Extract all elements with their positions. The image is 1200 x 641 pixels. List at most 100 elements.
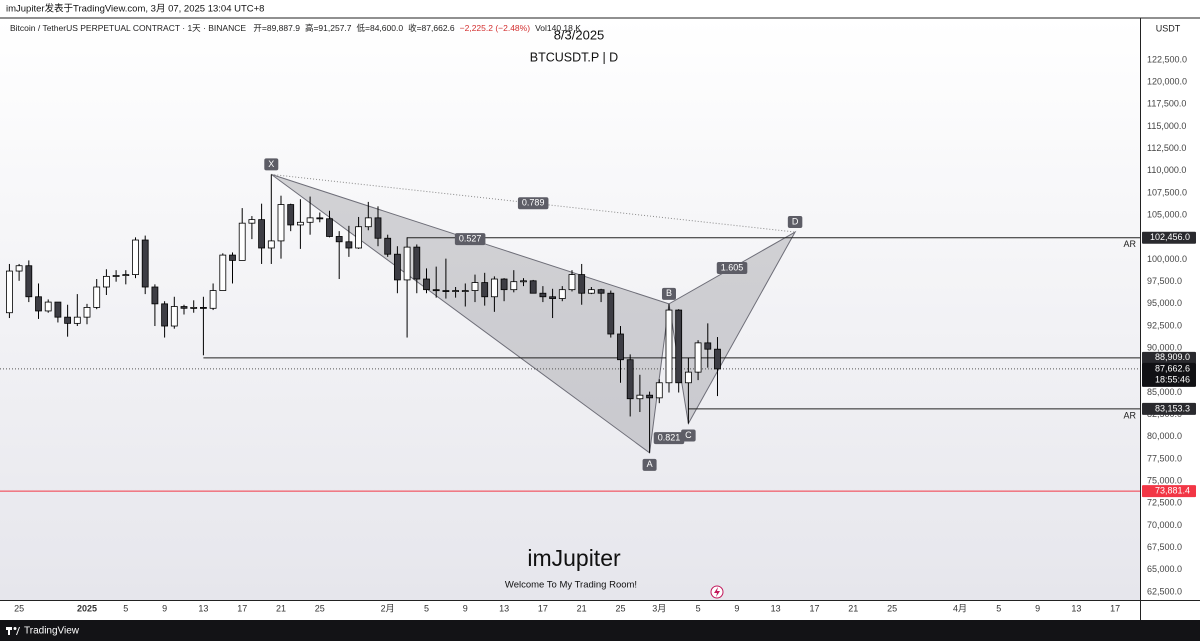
candle-body [646, 394, 653, 399]
candle-body [112, 275, 120, 277]
candle-body [704, 342, 712, 350]
pattern-point-label: A [647, 459, 653, 469]
header-bar [0, 0, 1200, 18]
pattern-point-label-box [642, 458, 657, 471]
candle-body [6, 270, 13, 314]
pattern-point-label: X [268, 159, 274, 169]
candle-body [141, 239, 149, 288]
y-tick-label: 95,000.0 [1147, 298, 1182, 308]
legend: Bitcoin / TetherUS PERPETUAL CONTRACT · … [10, 22, 586, 34]
candle-body [694, 342, 702, 373]
x-tick-label: 17 [1110, 603, 1120, 613]
price-label: 102,456.0 [1150, 232, 1190, 242]
candle-body [209, 290, 217, 309]
candle-body [151, 286, 159, 305]
ratio-label-box [653, 432, 685, 445]
chart-title: 8/3/2025 [554, 27, 605, 42]
price-label-box [1142, 231, 1196, 244]
candle-body [267, 240, 275, 249]
pattern-point-label-box [681, 429, 696, 442]
x-tick-label: 25 [14, 603, 24, 613]
price-label-box [1142, 402, 1196, 415]
x-tick-label: 9 [1035, 603, 1040, 613]
candle-body [374, 217, 382, 239]
pattern-point-label-box [661, 287, 676, 300]
candle-body [335, 236, 343, 243]
ratio-label: 0.821 [658, 433, 681, 443]
candle-body [684, 371, 692, 384]
candle-body [578, 274, 586, 294]
x-tick-label: 9 [734, 603, 739, 613]
y-tick-label: 72,500.0 [1147, 498, 1182, 508]
y-tick-label: 115,000.0 [1147, 121, 1186, 131]
x-tick-label: 5 [996, 603, 1001, 613]
y-tick-label: 67,500.0 [1147, 542, 1182, 552]
y-tick-label: 110,000.0 [1147, 165, 1186, 175]
candle-body [277, 204, 285, 242]
legend-value: 开=89,887.9 [253, 23, 300, 33]
candle-body [122, 274, 130, 276]
candle-body [539, 292, 547, 298]
price-label: 73,881.4 [1155, 485, 1190, 495]
legend-value: 低=84,600.0 [356, 23, 404, 33]
candle-body [190, 307, 198, 309]
price-label: 83,153.3 [1155, 403, 1190, 413]
y-tick-label: 65,000.0 [1147, 564, 1182, 574]
legend-value: Vol140.18 K [535, 23, 581, 33]
y-tick-label: 112,500.0 [1147, 143, 1186, 153]
candle-body [597, 289, 605, 294]
candle-body [258, 219, 265, 249]
x-tick-label: 5 [424, 603, 429, 613]
candle-body [452, 290, 459, 292]
candle-body [326, 218, 333, 237]
candle-body [200, 307, 207, 309]
y-tick-label: 80,000.0 [1147, 431, 1182, 441]
x-tick-label: 25 [887, 603, 897, 613]
candle-body [432, 289, 440, 292]
x-tick-label: 21 [848, 603, 858, 613]
y-tick-label: 97,500.0 [1147, 276, 1182, 286]
x-tick-label: 13 [198, 603, 208, 613]
candle-body [83, 307, 91, 318]
y-tick-label: 85,000.0 [1147, 387, 1182, 397]
candle-body [73, 316, 81, 324]
x-tick-label: 21 [276, 603, 286, 613]
candle-body [306, 217, 314, 223]
candle-body [296, 221, 304, 226]
x-tick-label: 17 [538, 603, 548, 613]
candle-body [25, 265, 33, 298]
price-label-box [1142, 351, 1196, 364]
y-axis-label: USDT [1156, 23, 1181, 33]
y-tick-label: 75,000.0 [1147, 476, 1182, 486]
candle-body [665, 309, 673, 384]
countdown-label: 18:55:46 [1155, 374, 1190, 384]
candle-body [229, 254, 236, 261]
candle-body [35, 296, 42, 312]
ratio-label-box [454, 233, 486, 246]
candle-body [54, 301, 62, 318]
candle-body [413, 246, 421, 280]
candle-body [655, 382, 663, 399]
candle-body [500, 278, 508, 291]
candle-body [161, 303, 169, 327]
price-axis [1140, 18, 1200, 600]
candle-body [364, 217, 372, 228]
x-tick-label: 9 [463, 603, 468, 613]
y-tick-label: 117,500.0 [1147, 99, 1186, 109]
candle-body [529, 280, 537, 294]
brand: TradingView [24, 626, 80, 637]
plot-area [0, 18, 1140, 600]
candle-body [287, 204, 295, 226]
pattern-line [271, 173, 796, 233]
price-label: 88,909.0 [1155, 352, 1190, 362]
candle-body [15, 265, 23, 272]
candle-body [219, 254, 227, 291]
candle-body [461, 290, 469, 292]
pattern-point-label: B [666, 288, 672, 298]
symbol: Bitcoin / TetherUS PERPETUAL CONTRACT · … [10, 23, 247, 33]
candle-body [471, 282, 479, 291]
candle-body [103, 275, 110, 288]
x-tick-label: 13 [1071, 603, 1081, 613]
